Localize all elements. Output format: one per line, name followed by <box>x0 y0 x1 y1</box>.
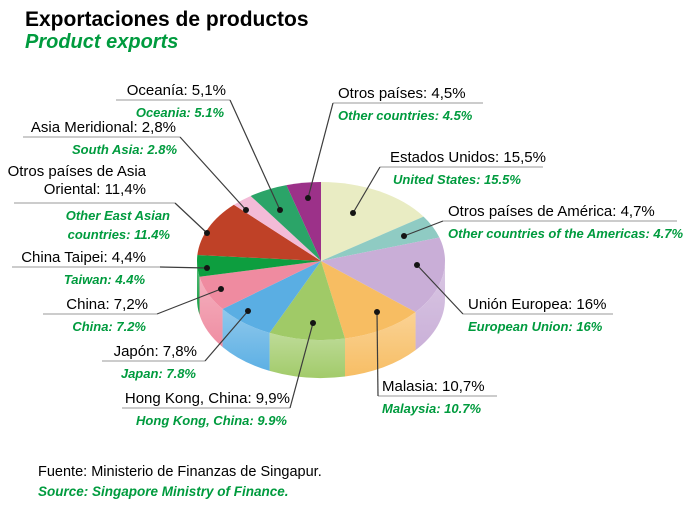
leader-line-hong-kong <box>289 322 314 409</box>
pie-wall-taiwan <box>197 261 200 315</box>
slice-label-china-es: China: 7,2% <box>66 296 148 313</box>
pie-wall-european-union <box>415 261 445 351</box>
pie-wall-malaysia <box>345 312 416 377</box>
leader-dot-east-asia <box>204 230 210 236</box>
pie-slice-other-countries <box>286 182 321 261</box>
slice-label-taiwan-en: Taiwan: 4.4% <box>63 272 145 287</box>
slice-label-malaysia-es: Malasia: 10,7% <box>382 378 485 395</box>
page-title-english: Product exports <box>25 31 179 53</box>
source-note-spanish: Fuente: Ministerio de Finanzas de Singap… <box>38 464 322 480</box>
pie-slice-european-union <box>321 237 445 313</box>
leader-dot-hong-kong <box>310 320 316 326</box>
page-title-spanish: Exportaciones de productos <box>25 8 309 31</box>
leader-dot-oceania <box>277 207 283 213</box>
slice-label-european-union-es: Unión Europea: 16% <box>468 296 607 313</box>
leader-dot-japan <box>245 308 251 314</box>
slice-label-east-asia-en: Other East Asian countries: 11.4% <box>65 208 170 242</box>
pie-slice-taiwan <box>196 255 321 277</box>
slice-label-south-asia-en: South Asia: 2.8% <box>72 142 177 157</box>
pie-slice-malaysia <box>321 261 416 339</box>
pie-wall-china <box>199 276 223 348</box>
slice-label-hong-kong-en: Hong Kong, China: 9.9% <box>136 413 287 428</box>
slice-label-other-countries-en: Other countries: 4.5% <box>338 108 473 123</box>
slice-label-east-asia-es: Otros países de Asia Oriental: 11,4% <box>7 163 146 198</box>
leader-line-japan <box>204 310 249 362</box>
leader-line-other-americas <box>403 220 444 237</box>
leader-dot-malaysia <box>374 309 380 315</box>
leader-line-taiwan <box>159 266 208 269</box>
leader-line-east-asia <box>174 202 208 234</box>
leader-line-united-states <box>352 166 381 214</box>
slice-label-united-states-es: Estados Unidos: 15,5% <box>390 149 546 166</box>
slice-label-european-union-en: European Union: 16% <box>468 319 603 334</box>
pie-slice-china <box>199 261 321 310</box>
leader-line-china <box>156 288 222 315</box>
leader-dot-south-asia <box>243 207 249 213</box>
slice-label-oceania-es: Oceanía: 5,1% <box>126 82 226 99</box>
slice-label-other-americas-en: Other countries of the Americas: 4.7% <box>448 226 684 241</box>
leader-line-malaysia <box>376 311 379 397</box>
slice-label-south-asia-es: Asia Meridional: 2,8% <box>30 119 176 136</box>
leader-line-european-union <box>416 264 464 315</box>
source-note-english: Source: Singapore Ministry of Finance. <box>38 484 289 499</box>
leader-dot-other-americas <box>401 233 407 239</box>
pie-slice-hong-kong <box>269 261 346 341</box>
pie-wall-hong-kong <box>269 332 346 379</box>
leader-dot-european-union <box>414 262 420 268</box>
slice-label-taiwan-es: China Taipei: 4,4% <box>21 249 146 266</box>
leader-dot-taiwan <box>204 265 210 271</box>
slice-label-other-americas-es: Otros países de América: 4,7% <box>448 203 655 220</box>
pie-slice-japan <box>222 261 321 333</box>
pie-slice-oceania <box>250 185 321 261</box>
slice-label-oceania-en: Oceania: 5.1% <box>135 105 224 120</box>
leader-line-other-countries <box>307 102 334 199</box>
leader-line-south-asia <box>179 136 247 211</box>
leader-line-oceania <box>229 99 281 211</box>
slice-label-malaysia-en: Malaysia: 10.7% <box>382 401 482 416</box>
pie-slice-other-americas <box>321 216 440 261</box>
slice-label-japan-es: Japón: 7,8% <box>113 343 197 360</box>
leader-dot-united-states <box>350 210 356 216</box>
leader-dot-other-countries <box>305 195 311 201</box>
slice-label-united-states-en: United States: 15.5% <box>393 172 521 187</box>
leader-dot-china <box>218 286 224 292</box>
pie-slice-south-asia <box>233 195 321 261</box>
pie-slice-united-states <box>321 182 424 261</box>
slice-label-japan-en: Japan: 7.8% <box>120 366 196 381</box>
slice-label-china-en: China: 7.2% <box>72 319 146 334</box>
pie-slice-east-asia <box>197 204 321 261</box>
slice-label-other-countries-es: Otros países: 4,5% <box>338 85 466 102</box>
pie-wall-japan <box>222 309 270 371</box>
slice-label-hong-kong-es: Hong Kong, China: 9,9% <box>124 390 290 407</box>
